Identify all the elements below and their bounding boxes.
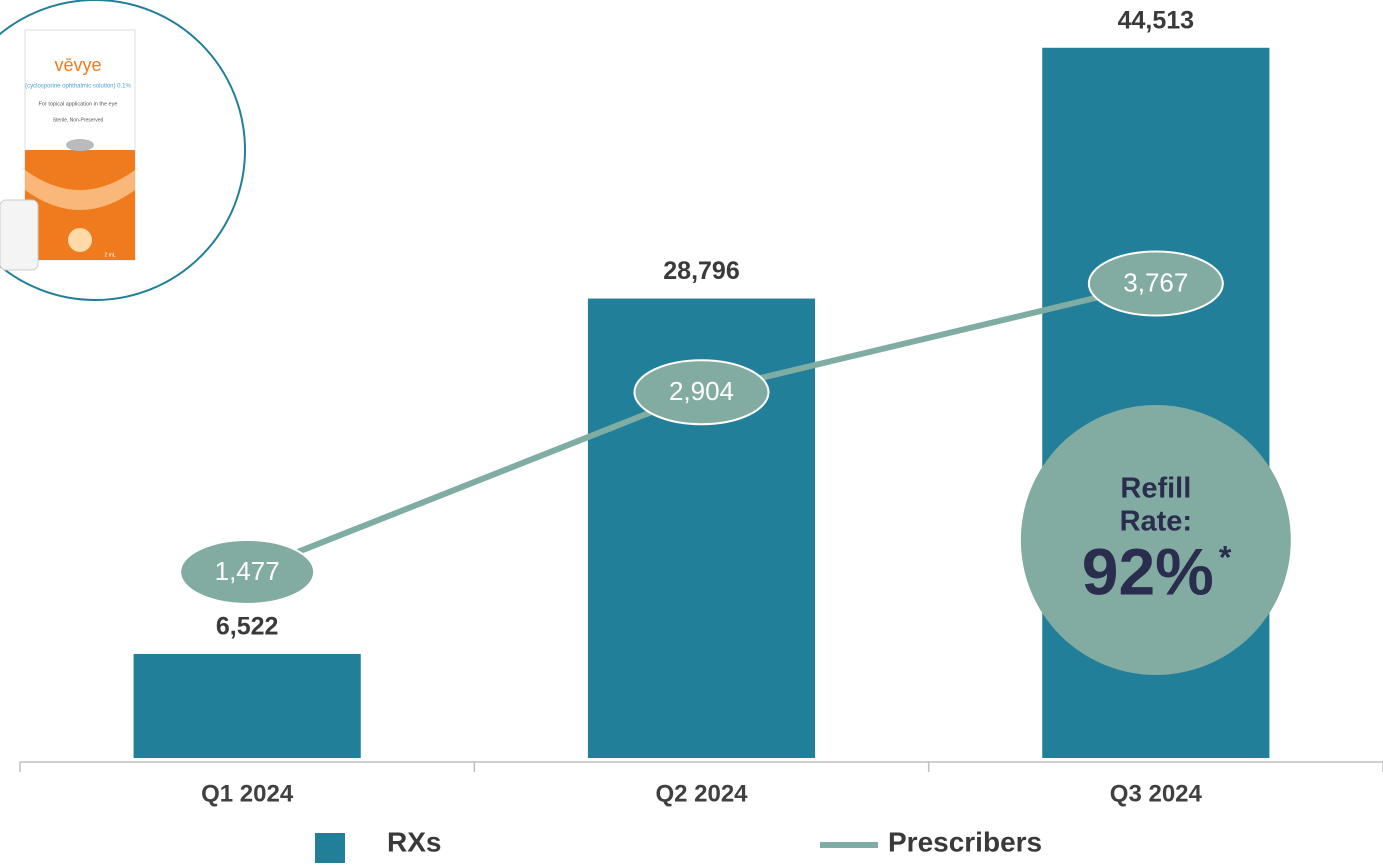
line-value-label: 2,904 <box>669 376 734 406</box>
line-value-badge: 2,904 <box>635 360 769 424</box>
line-value-badge: 1,477 <box>180 540 314 604</box>
chart: vēvye (cyclosporine ophthalmic solution)… <box>0 0 1383 866</box>
bar-value-label: 44,513 <box>1118 6 1194 34</box>
product-image: vēvye (cyclosporine ophthalmic solution)… <box>0 0 245 300</box>
annotation: Rate: <box>1120 506 1193 538</box>
bar-value-label: 28,796 <box>663 257 739 285</box>
product-sun <box>68 228 92 252</box>
product-label: Sterile, Non-Preserved <box>53 117 104 123</box>
legend-label: Prescribers <box>888 826 1042 857</box>
line-value-label: 1,477 <box>215 556 280 586</box>
legend-item: Prescribers <box>820 826 1042 857</box>
product-brand: vēvye <box>54 55 101 75</box>
product-bottle <box>0 200 38 270</box>
x-tick-label: Q2 2024 <box>655 780 748 807</box>
line-value-badge: 3,767 <box>1089 251 1223 315</box>
product-label: (cyclosporine ophthalmic solution) 0.1% <box>25 84 131 90</box>
legend-label: RXs <box>387 826 441 857</box>
product-label: 2 mL <box>104 252 115 258</box>
product-eye <box>66 139 94 151</box>
product-label: For topical application in the eye <box>39 101 118 107</box>
annotation: * <box>1219 539 1232 575</box>
x-tick-label: Q3 2024 <box>1110 780 1203 807</box>
annotation: Refill <box>1120 473 1191 505</box>
bar <box>134 654 361 758</box>
annotation: 92% <box>1082 534 1214 608</box>
x-tick-label: Q1 2024 <box>201 780 294 807</box>
legend-item: RXs <box>315 826 441 863</box>
bar-value-label: 6,522 <box>216 613 279 641</box>
legend-swatch <box>315 833 345 863</box>
line-value-label: 3,767 <box>1123 267 1188 297</box>
